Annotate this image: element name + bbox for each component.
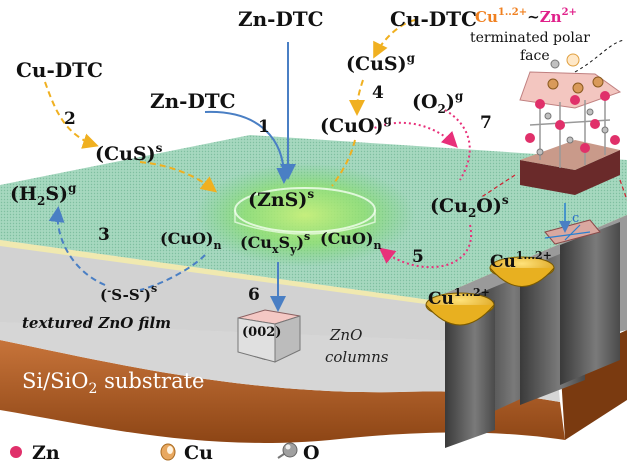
legend-label-cu: Cu xyxy=(184,442,213,464)
label-zno-columns-2: columns xyxy=(325,348,389,366)
label-polar-line2: face xyxy=(520,48,550,64)
zns-nucleation-zone xyxy=(195,163,415,267)
step-number-1: 1 xyxy=(258,117,270,137)
legend: Zn Cu O xyxy=(10,442,320,464)
label-cus-s: (CuS)s xyxy=(95,141,163,165)
chemical-labels: Zn-DTC Zn-DTC Cu-DTC Cu-DTC (CuS)g (CuO)… xyxy=(10,7,590,397)
label-zno-film: textured ZnO film xyxy=(22,314,171,332)
columns-cutaway xyxy=(425,215,627,448)
label-h2s-g: (H2S)g xyxy=(10,181,77,208)
step-number-3: 3 xyxy=(98,225,110,245)
label-cuo-n-left: (CuO)n xyxy=(160,229,221,252)
label-cuo-g: (CuO)g xyxy=(320,113,392,137)
step-number-7: 7 xyxy=(480,113,492,133)
label-cu2o-s: (Cu2O)s xyxy=(430,193,509,220)
label-polar-line1: terminated polar xyxy=(470,30,590,46)
label-axis-c: c xyxy=(572,211,579,226)
label-ss-s: (-S-S-)s xyxy=(100,282,157,304)
label-polar-ions: Cu1..2+~Zn2+ xyxy=(475,7,577,26)
label-cu-column-1: Cu1...2+ xyxy=(428,286,490,309)
label-zno-columns-1: ZnO xyxy=(329,326,362,344)
label-cuo-n-right: (CuO)n xyxy=(320,229,381,252)
polar-face-model xyxy=(479,39,627,241)
label-facet-002: (002) xyxy=(242,325,281,340)
step-number-6: 6 xyxy=(248,285,260,305)
label-cu-dtc-top: Cu-DTC xyxy=(390,7,477,31)
label-zn-dtc-left: Zn-DTC xyxy=(150,89,236,113)
zno-crystal-002 xyxy=(237,309,301,363)
zn-atom-icon xyxy=(10,446,22,458)
step-numbers: 1 2 3 4 5 6 7 xyxy=(64,83,492,305)
step-number-2: 2 xyxy=(64,109,76,129)
label-zn-dtc-top: Zn-DTC xyxy=(238,7,324,31)
legend-label-o: O xyxy=(303,442,320,464)
label-zns-s: (ZnS)s xyxy=(248,187,314,211)
label-o2-g: (O2)g xyxy=(412,89,464,116)
legend-label-zn: Zn xyxy=(32,442,60,464)
cu-atom-icon xyxy=(160,443,176,461)
o-atom-icon xyxy=(277,442,298,459)
step-number-5: 5 xyxy=(412,247,424,267)
label-substrate: Si/SiO2 substrate xyxy=(22,369,204,397)
step-number-4: 4 xyxy=(372,83,384,103)
label-cu-column-2: Cu1...2+ xyxy=(490,249,552,272)
label-cu-dtc-left: Cu-DTC xyxy=(16,58,103,82)
substrate-block xyxy=(0,322,627,443)
reaction-arrows xyxy=(44,19,473,312)
label-cuxsy-s: (CuxSy)s xyxy=(240,230,310,256)
label-cus-g: (CuS)g xyxy=(346,51,416,75)
